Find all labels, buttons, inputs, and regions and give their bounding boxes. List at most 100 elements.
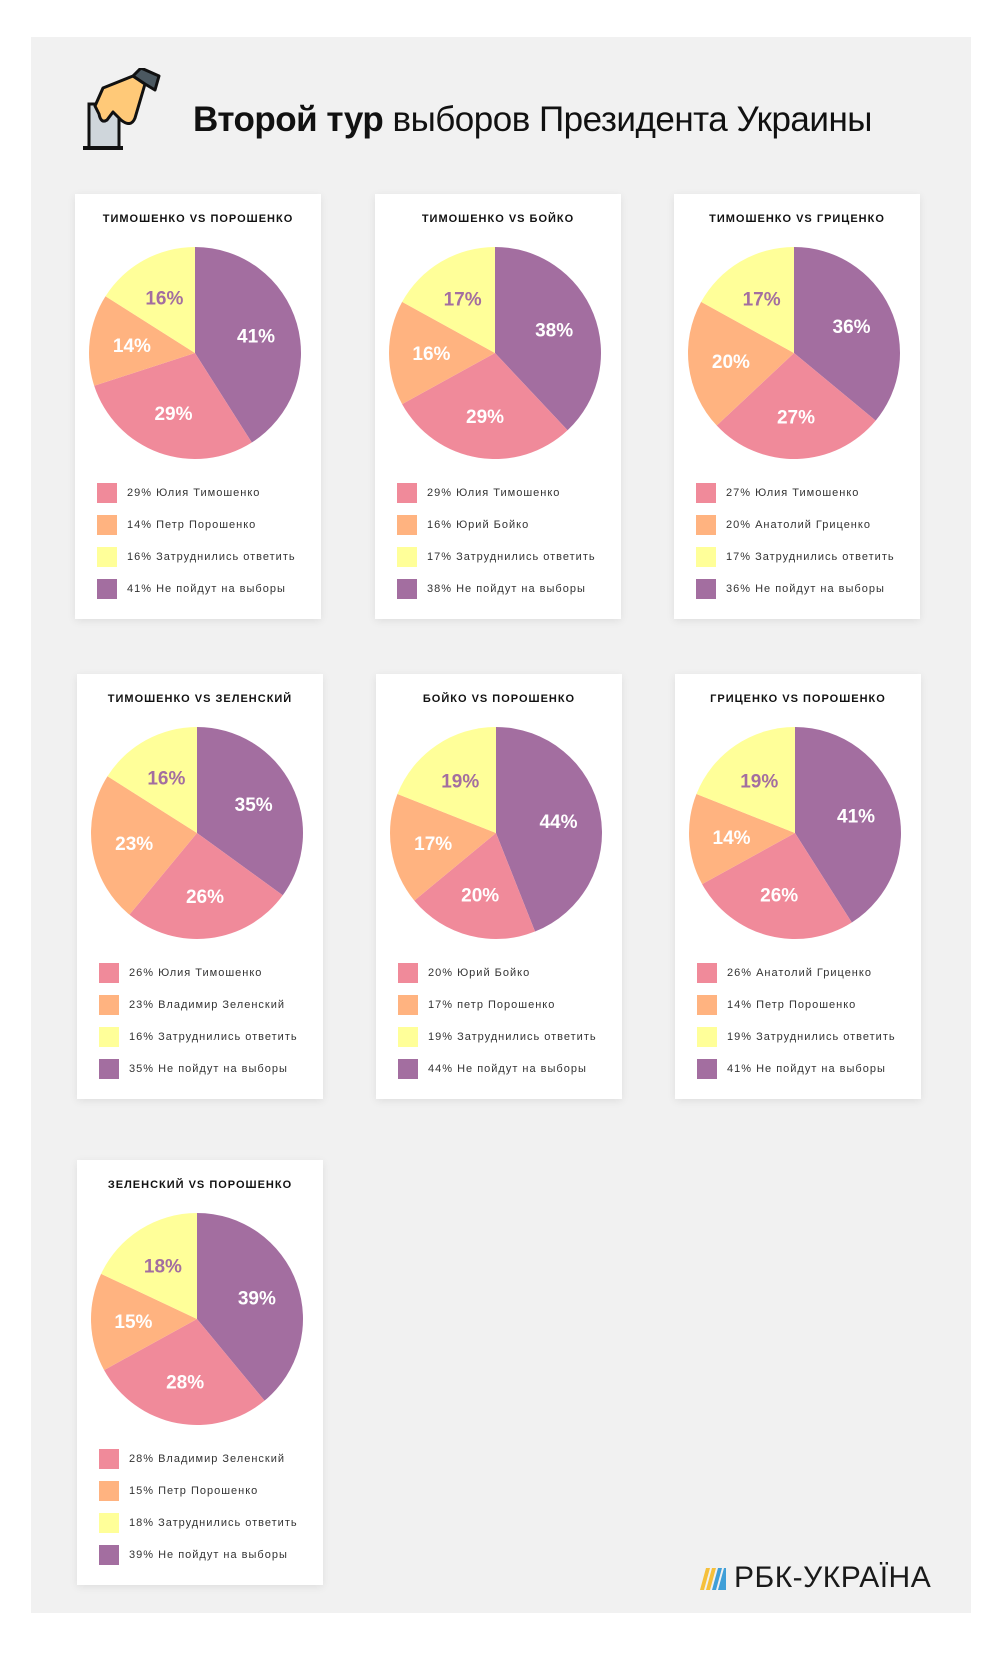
legend-label: 14% Петр Порошенко xyxy=(127,519,257,531)
legend-label: 17% Затруднились ответить xyxy=(427,551,596,563)
pie-data-label: 39% xyxy=(238,1288,276,1309)
legend-swatch xyxy=(697,1059,717,1079)
pie-slice-undecided xyxy=(696,727,795,833)
pie-data-label: 29% xyxy=(154,404,192,425)
legend-label: 26% Юлия Тимошенко xyxy=(129,967,263,979)
pie-chart: 41% 26% 14% 19% xyxy=(689,727,901,939)
pie-chart-card: ЗЕЛЕНСКИЙ VS ПОРОШЕНКО 39% 28% 15% 18% 28% Вл… xyxy=(77,1160,323,1585)
legend-swatch xyxy=(97,515,117,535)
pie-chart: 41% 29% 14% 16% xyxy=(89,247,301,459)
legend-swatch xyxy=(99,1513,119,1533)
legend-swatch xyxy=(696,515,716,535)
legend-item: 16% Затруднились ответить xyxy=(99,1027,298,1047)
legend-label: 16% Затруднились ответить xyxy=(127,551,296,563)
pie-data-label: 14% xyxy=(713,828,751,849)
legend-item: 15% Петр Порошенко xyxy=(99,1481,258,1501)
pie-data-label: 17% xyxy=(743,289,781,310)
legend-swatch xyxy=(696,483,716,503)
pie-slice-candidate-a xyxy=(414,833,536,939)
legend-label: 39% Не пойдут на выборы xyxy=(129,1549,288,1561)
legend-label: 27% Юлия Тимошенко xyxy=(726,487,860,499)
pie-slice-undecided xyxy=(101,1213,197,1319)
pie-chart-card: ТИМОШЕНКО VS ГРИЦЕНКО 36% 27% 20% 17% 27% Юли… xyxy=(674,194,920,619)
legend-item: 16% Затруднились ответить xyxy=(97,547,296,567)
legend-item: 26% Анатолий Гриценко xyxy=(697,963,872,983)
legend-swatch xyxy=(397,547,417,567)
chart-title: ТИМОШЕНКО VS ПОРОШЕНКО xyxy=(102,213,294,225)
page-title: Второй тур выборов Президента Украины xyxy=(193,100,872,140)
pie-chart: 39% 28% 15% 18% xyxy=(91,1213,303,1425)
pie-slice-undecided xyxy=(105,247,195,353)
legend-swatch xyxy=(397,483,417,503)
legend-item: 17% Затруднились ответить xyxy=(696,547,895,567)
chart-title: ТИМОШЕНКО VS ГРИЦЕНКО xyxy=(709,213,885,225)
chart-title: ГРИЦЕНКО VS ПОРОШЕНКО xyxy=(710,693,886,705)
legend-label: 20% Юрий Бойко xyxy=(428,967,531,979)
page-title-rest: выборов Президента Украины xyxy=(392,100,873,139)
legend-swatch xyxy=(696,579,716,599)
legend-label: 41% Не пойдут на выборы xyxy=(727,1063,886,1075)
pie-slice-not-voting xyxy=(794,247,900,421)
legend-item: 23% Владимир Зеленский xyxy=(99,995,285,1015)
pie-slice-candidate-a xyxy=(104,1319,265,1425)
chart-title: БОЙКО VS ПОРОШЕНКО xyxy=(422,693,576,705)
page-title-bold: Второй тур xyxy=(193,100,384,139)
legend-item: 20% Анатолий Гриценко xyxy=(696,515,871,535)
legend-label: 35% Не пойдут на выборы xyxy=(129,1063,288,1075)
legend-label: 19% Затруднились ответить xyxy=(428,1031,597,1043)
legend-swatch xyxy=(99,995,119,1015)
pie-data-label: 15% xyxy=(114,1312,152,1333)
pie-data-label: 19% xyxy=(441,771,479,792)
pie-slice-candidate-b xyxy=(689,793,795,885)
pie-chart-card: ТИМОШЕНКО VS ПОРОШЕНКО 41% 29% 14% 16% 29% Юл… xyxy=(75,194,321,619)
legend-item: 26% Юлия Тимошенко xyxy=(99,963,262,983)
legend-swatch xyxy=(398,963,418,983)
legend-swatch xyxy=(397,515,417,535)
pie-data-label: 16% xyxy=(412,344,450,365)
legend-item: 28% Владимир Зеленский xyxy=(99,1449,285,1469)
legend-item: 29% Юлия Тимошенко xyxy=(97,483,260,503)
pie-data-label: 26% xyxy=(760,886,798,907)
legend-item: 35% Не пойдут на выборы xyxy=(99,1059,288,1079)
legend-swatch xyxy=(97,547,117,567)
legend-label: 19% Затруднились ответить xyxy=(727,1031,896,1043)
legend-swatch xyxy=(696,547,716,567)
pie-data-label: 35% xyxy=(235,795,273,816)
pie-data-label: 14% xyxy=(113,336,151,357)
legend-label: 36% Не пойдут на выборы xyxy=(726,583,885,595)
legend-swatch xyxy=(99,1027,119,1047)
legend-item: 38% Не пойдут на выборы xyxy=(397,579,586,599)
legend-item: 41% Не пойдут на выборы xyxy=(697,1059,886,1079)
legend-swatch xyxy=(397,579,417,599)
pie-slice-not-voting xyxy=(197,1213,303,1401)
pie-slice-candidate-b xyxy=(389,301,495,405)
chart-title: ЗЕЛЕНСКИЙ VS ПОРОШЕНКО xyxy=(107,1179,293,1191)
pie-chart: 35% 26% 23% 16% xyxy=(90,727,303,939)
pie-data-label: 16% xyxy=(145,288,183,309)
pie-slice-candidate-a xyxy=(402,353,568,459)
legend-item: 14% Петр Порошенко xyxy=(697,995,856,1015)
pie-slice-candidate-b xyxy=(90,776,197,915)
legend-label: 41% Не пойдут на выборы xyxy=(127,583,286,595)
pie-data-label: 44% xyxy=(539,812,577,833)
pie-slice-undecided xyxy=(701,247,794,353)
pie-data-label: 18% xyxy=(144,1256,182,1277)
legend-item: 18% Затруднились ответить xyxy=(99,1513,298,1533)
legend-item: 41% Не пойдут на выборы xyxy=(97,579,286,599)
pie-data-label: 41% xyxy=(837,806,875,827)
pie-slice-not-voting xyxy=(795,727,901,923)
legend-label: 28% Владимир Зеленский xyxy=(129,1453,285,1465)
rbc-logo-mark-icon xyxy=(700,1568,726,1590)
pie-data-label: 26% xyxy=(186,887,224,908)
pie-data-label: 41% xyxy=(237,326,275,347)
pie-slice-candidate-b xyxy=(688,301,794,426)
pie-slice-not-voting xyxy=(496,727,602,932)
legend-label: 16% Затруднились ответить xyxy=(129,1031,298,1043)
pie-data-label: 16% xyxy=(147,768,185,789)
legend-item: 44% Не пойдут на выборы xyxy=(398,1059,587,1079)
legend-label: 15% Петр Порошенко xyxy=(129,1485,259,1497)
legend-swatch xyxy=(697,995,717,1015)
legend-item: 36% Не пойдут на выборы xyxy=(696,579,885,599)
legend-label: 16% Юрий Бойко xyxy=(427,519,530,531)
legend-swatch xyxy=(398,1027,418,1047)
